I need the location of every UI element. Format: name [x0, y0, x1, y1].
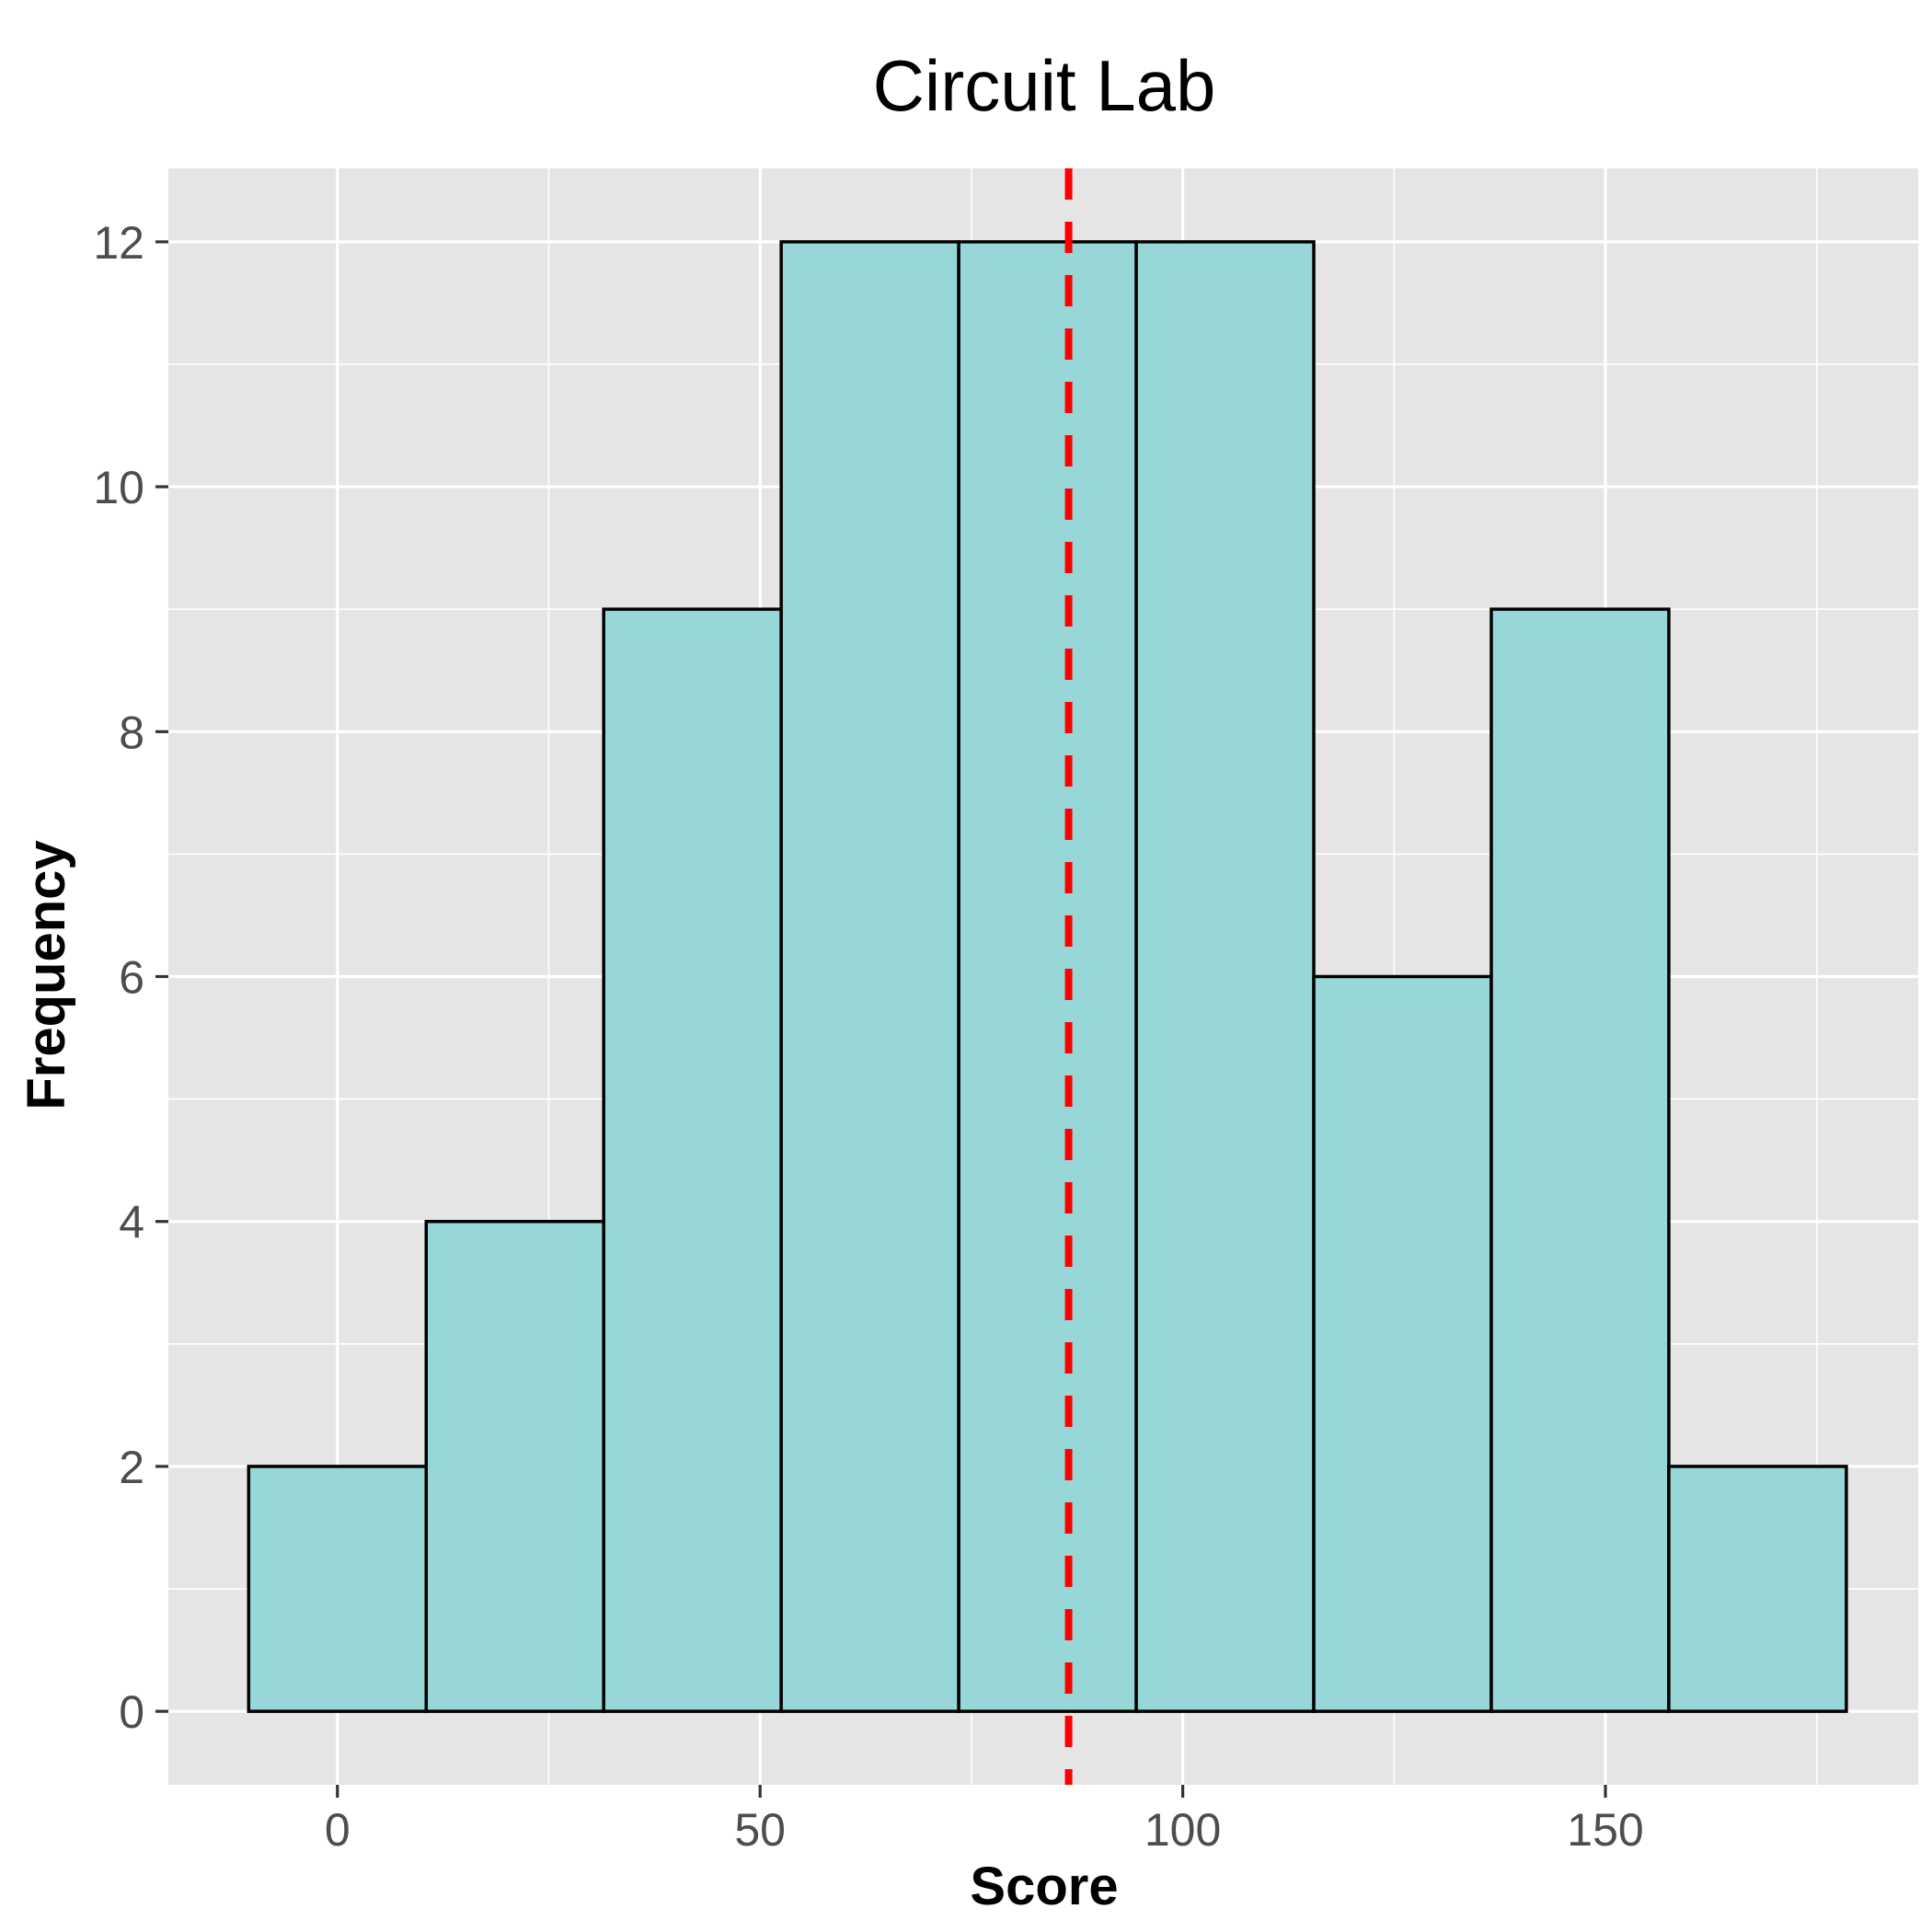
- histogram-bar: [424, 1219, 605, 1713]
- histogram-bar: [1312, 974, 1493, 1713]
- y-tick-label: 0: [119, 1686, 144, 1738]
- y-tick-label: 12: [93, 217, 144, 269]
- x-tick-label: 50: [734, 1804, 786, 1856]
- chart-title: Circuit Lab: [873, 45, 1216, 126]
- y-axis-title: Frequency: [17, 840, 76, 1110]
- histogram-bar: [957, 240, 1138, 1713]
- y-tick-label: 6: [119, 952, 144, 1004]
- y-tick-label: 2: [119, 1442, 144, 1493]
- histogram-bar: [1667, 1465, 1848, 1713]
- y-tick-label: 10: [93, 462, 144, 513]
- x-tick-label: 100: [1144, 1804, 1221, 1856]
- histogram-bar: [602, 607, 783, 1713]
- histogram-bar: [247, 1465, 428, 1713]
- histogram-bar: [779, 240, 960, 1713]
- histogram-bar: [1134, 240, 1316, 1713]
- histogram-bars: [247, 240, 1848, 1713]
- x-tick-label: 150: [1567, 1804, 1643, 1856]
- x-axis-title: Score: [970, 1857, 1118, 1916]
- x-tick-label: 0: [325, 1804, 351, 1856]
- axis-ticks: [155, 240, 1607, 1798]
- y-tick-label: 4: [119, 1197, 144, 1248]
- y-tick-label: 8: [119, 707, 144, 758]
- axis-tick-labels: 0 50 100 150 0 2 4 6 8 10 12: [93, 217, 1643, 1856]
- histogram-bar: [1489, 607, 1671, 1713]
